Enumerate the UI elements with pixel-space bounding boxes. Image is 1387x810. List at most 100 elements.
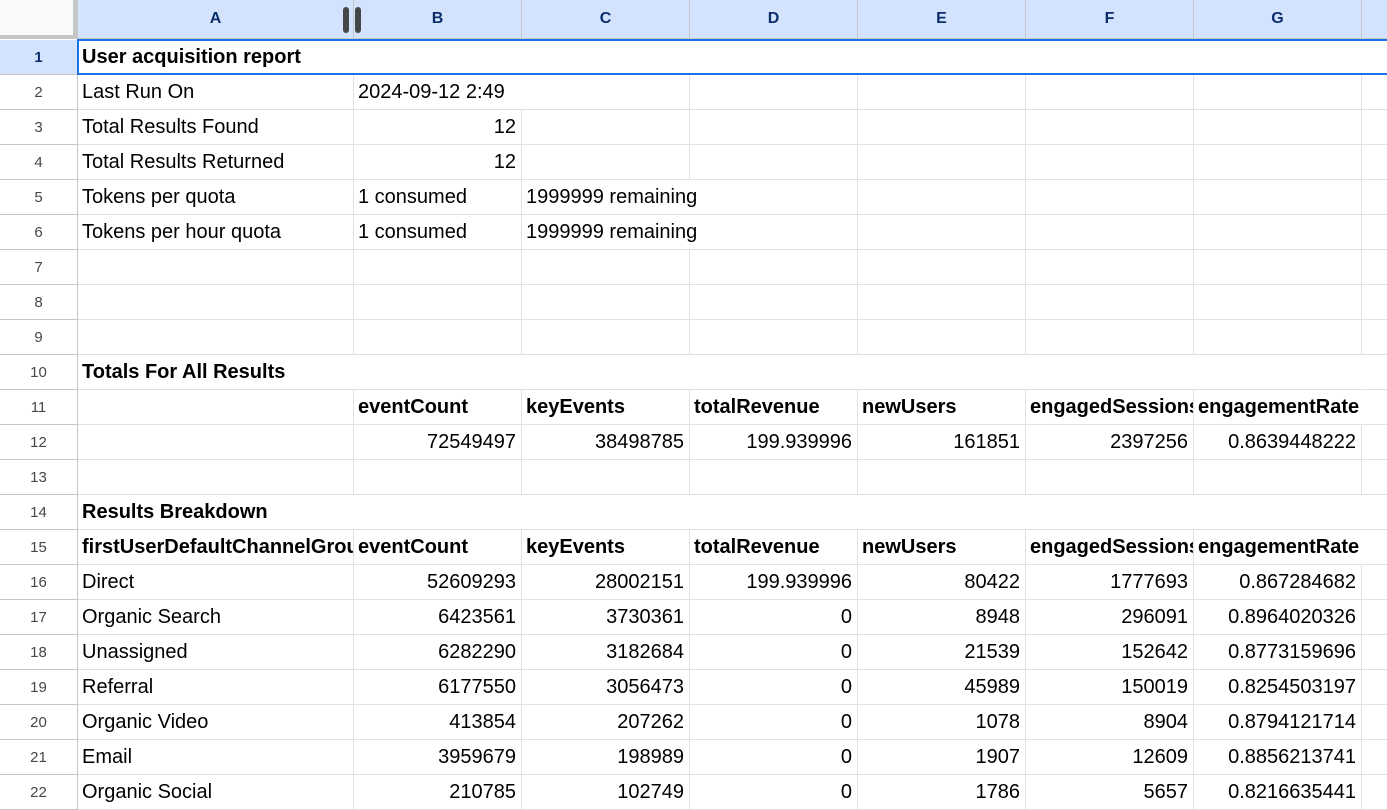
cell-c7[interactable] [522,250,690,285]
cell-c1[interactable] [522,40,690,75]
cell-b12[interactable]: 72549497 [354,425,522,460]
cell-g10[interactable] [1194,355,1362,390]
cell-a20[interactable]: Organic Video [78,705,354,740]
cell-c12[interactable]: 38498785 [522,425,690,460]
cell-f3[interactable] [1026,110,1194,145]
cell-c21[interactable]: 198989 [522,740,690,775]
row-header-6[interactable]: 6 [0,215,78,250]
cell-a3[interactable]: Total Results Found [78,110,354,145]
row-header-22[interactable]: 22 [0,775,78,810]
column-resize-handle[interactable] [343,7,361,33]
column-header-h[interactable] [1362,0,1387,39]
cell-e10[interactable] [858,355,1026,390]
cell-b9[interactable] [354,320,522,355]
row-header-20[interactable]: 20 [0,705,78,740]
cell-h16[interactable] [1362,565,1387,600]
cell-a21[interactable]: Email [78,740,354,775]
cell-f8[interactable] [1026,285,1194,320]
cell-a14[interactable]: Results Breakdown [78,495,354,530]
cell-f22[interactable]: 5657 [1026,775,1194,810]
cell-g20[interactable]: 0.8794121714 [1194,705,1362,740]
cell-e16[interactable]: 80422 [858,565,1026,600]
cell-c4[interactable] [522,145,690,180]
row-header-11[interactable]: 11 [0,390,78,425]
cell-b15[interactable]: eventCount [354,530,522,565]
cell-b5[interactable]: 1 consumed [354,180,522,215]
cell-e6[interactable] [858,215,1026,250]
cell-d4[interactable] [690,145,858,180]
cell-e11[interactable]: newUsers [858,390,1026,425]
row-header-5[interactable]: 5 [0,180,78,215]
cell-h14[interactable] [1362,495,1387,530]
cell-g2[interactable] [1194,75,1362,110]
cell-g14[interactable] [1194,495,1362,530]
cell-e9[interactable] [858,320,1026,355]
cell-g12[interactable]: 0.8639448222 [1194,425,1362,460]
cell-c14[interactable] [522,495,690,530]
cell-b16[interactable]: 52609293 [354,565,522,600]
cell-e1[interactable] [858,40,1026,75]
cell-c22[interactable]: 102749 [522,775,690,810]
cell-g22[interactable]: 0.8216635441 [1194,775,1362,810]
cell-g17[interactable]: 0.8964020326 [1194,600,1362,635]
cell-f19[interactable]: 150019 [1026,670,1194,705]
cell-d9[interactable] [690,320,858,355]
cell-g13[interactable] [1194,460,1362,495]
row-header-16[interactable]: 16 [0,565,78,600]
cell-e5[interactable] [858,180,1026,215]
cell-c17[interactable]: 3730361 [522,600,690,635]
row-header-3[interactable]: 3 [0,110,78,145]
cell-g7[interactable] [1194,250,1362,285]
cell-c13[interactable] [522,460,690,495]
cell-b1[interactable] [354,40,522,75]
cell-b17[interactable]: 6423561 [354,600,522,635]
cell-a12[interactable] [78,425,354,460]
row-header-17[interactable]: 17 [0,600,78,635]
cell-d15[interactable]: totalRevenue [690,530,858,565]
cell-f14[interactable] [1026,495,1194,530]
cell-a2[interactable]: Last Run On [78,75,354,110]
cell-a8[interactable] [78,285,354,320]
cell-a13[interactable] [78,460,354,495]
cell-c10[interactable] [522,355,690,390]
cell-b14[interactable] [354,495,522,530]
cell-a6[interactable]: Tokens per hour quota [78,215,354,250]
cell-c2[interactable] [522,75,690,110]
cell-d8[interactable] [690,285,858,320]
cell-b21[interactable]: 3959679 [354,740,522,775]
cell-f21[interactable]: 12609 [1026,740,1194,775]
cell-h13[interactable] [1362,460,1387,495]
cell-f17[interactable]: 296091 [1026,600,1194,635]
cell-c20[interactable]: 207262 [522,705,690,740]
cell-e12[interactable]: 161851 [858,425,1026,460]
cell-h11[interactable] [1362,390,1387,425]
cell-c5[interactable]: 1999999 remaining [522,180,697,215]
cell-e20[interactable]: 1078 [858,705,1026,740]
cell-d21[interactable]: 0 [690,740,858,775]
cell-d6[interactable] [690,215,858,250]
cell-h20[interactable] [1362,705,1387,740]
row-header-10[interactable]: 10 [0,355,78,390]
cell-e19[interactable]: 45989 [858,670,1026,705]
cell-c19[interactable]: 3056473 [522,670,690,705]
cell-g4[interactable] [1194,145,1362,180]
cell-d18[interactable]: 0 [690,635,858,670]
column-header-b[interactable]: B [354,0,522,39]
cell-f10[interactable] [1026,355,1194,390]
cell-d3[interactable] [690,110,858,145]
cell-g8[interactable] [1194,285,1362,320]
cell-f6[interactable] [1026,215,1194,250]
cell-d14[interactable] [690,495,858,530]
cell-b10[interactable] [354,355,522,390]
cell-h21[interactable] [1362,740,1387,775]
cell-b19[interactable]: 6177550 [354,670,522,705]
cell-h15[interactable] [1362,530,1387,565]
cell-f4[interactable] [1026,145,1194,180]
cell-c6[interactable]: 1999999 remaining [522,215,697,250]
cell-a15[interactable]: firstUserDefaultChannelGroup [78,530,354,565]
cell-d2[interactable] [690,75,858,110]
cell-d22[interactable]: 0 [690,775,858,810]
cell-f16[interactable]: 1777693 [1026,565,1194,600]
column-header-d[interactable]: D [690,0,858,39]
cell-g1[interactable] [1194,40,1362,75]
